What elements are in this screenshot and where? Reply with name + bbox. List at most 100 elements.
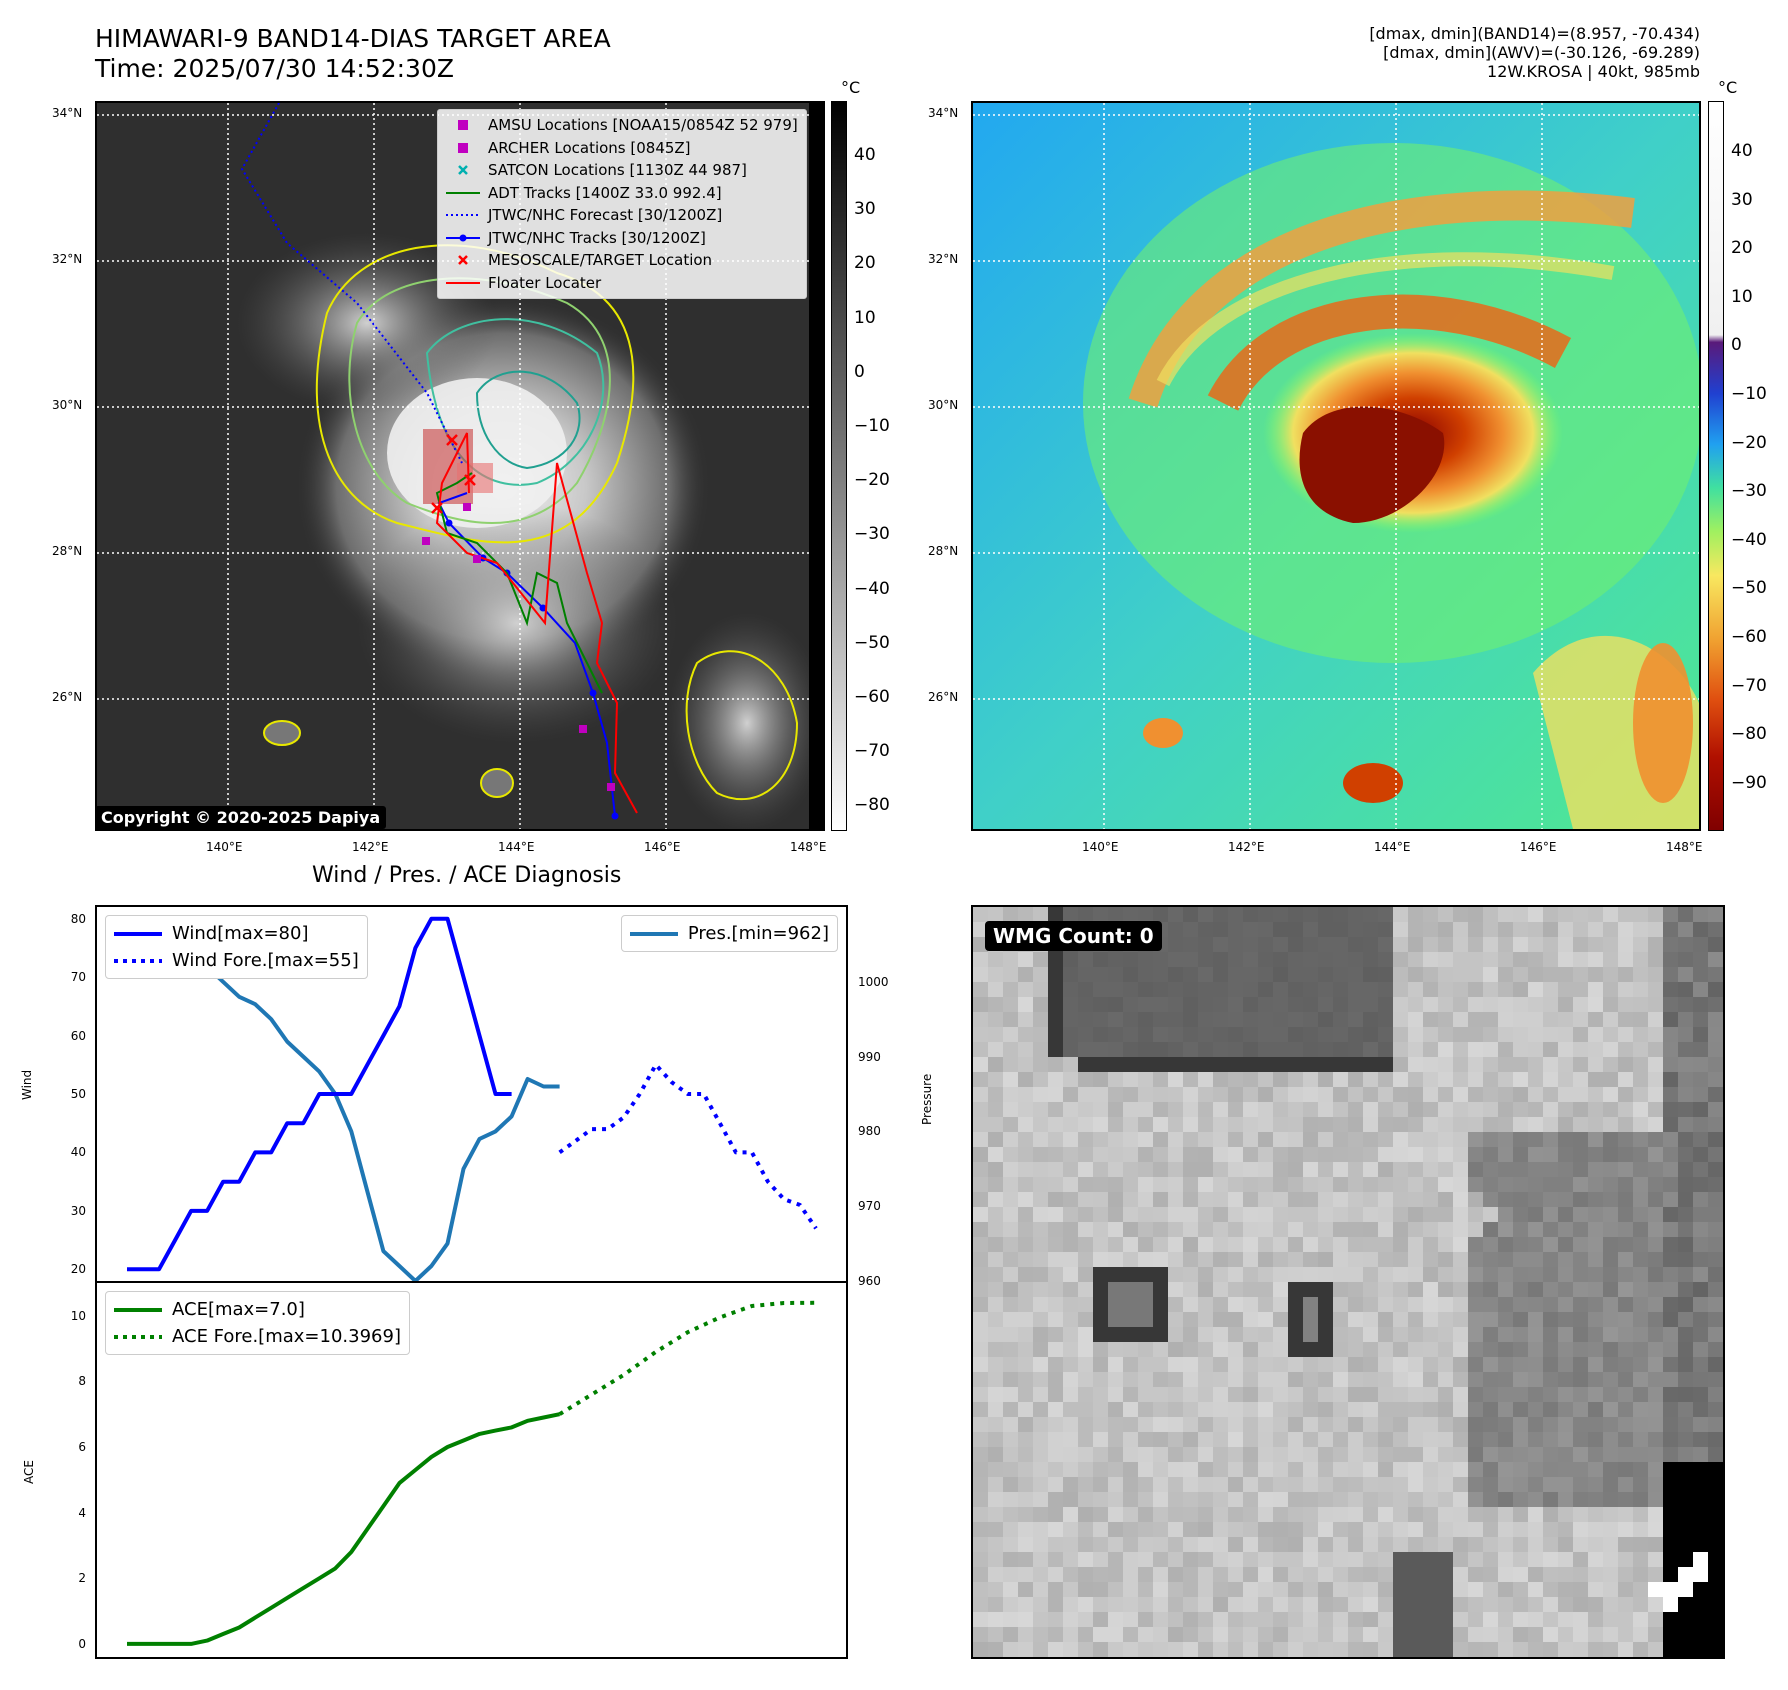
colorbar-tick-label: −40 [854, 578, 890, 599]
wmg-panel: WMG Count: 0 [971, 905, 1725, 1659]
axis-tick-label: 10 [70, 1308, 86, 1323]
axis-tick-label: 980 [858, 1124, 881, 1139]
colorbar-tick-label: 40 [1731, 141, 1753, 161]
colorbar-tick-label: −30 [854, 524, 890, 545]
colorbar-tick-label: 10 [854, 307, 876, 328]
lat-label: 30°N [928, 398, 959, 412]
colorbar-tick-label: −80 [1731, 724, 1767, 745]
colorbar-tick-label: −60 [1731, 627, 1767, 647]
colorbar-tick-label: −20 [1731, 432, 1767, 453]
lon-label: 144°E [1374, 840, 1411, 854]
axis-tick-label: 20 [70, 1262, 86, 1277]
line-dot-icon [446, 234, 480, 242]
lat-label: 30°N [52, 398, 83, 412]
legend-item: Wind Fore.[max=55] [114, 947, 359, 974]
awv-range: [dmax, dmin](AWV)=(-30.126, -69.289) [1383, 43, 1700, 62]
colorbar-tick-label: −50 [854, 632, 890, 653]
lat-label: 26°N [928, 690, 959, 704]
colorbar-tick-label: −50 [1731, 578, 1767, 599]
lon-label: 148°E [790, 840, 827, 854]
awv-map [971, 101, 1701, 831]
axis-tick-label: 990 [858, 1049, 881, 1064]
series-line [558, 1300, 817, 1416]
lon-label: 148°E [1666, 840, 1703, 854]
axis-tick-label: 1000 [858, 974, 889, 989]
axis-tick-label: 60 [70, 1028, 86, 1043]
legend-item: JTWC/NHC Forecast [30/1200Z] [446, 204, 798, 227]
colorbar-tick-label: 40 [854, 145, 876, 165]
lat-label: 28°N [928, 544, 959, 558]
wmg-count-badge: WMG Count: 0 [985, 921, 1162, 951]
legend-item: Pres.[min=962] [629, 920, 829, 947]
ace-plot [127, 1300, 817, 1646]
solid-line-icon [446, 281, 480, 284]
colorbar-tick-label: 30 [854, 199, 876, 220]
lon-label: 144°E [498, 840, 535, 854]
lon-label: 140°E [206, 840, 243, 854]
x-marker-icon [458, 165, 468, 176]
square-marker-icon [458, 142, 468, 153]
wmg-highlight [1648, 1552, 1708, 1612]
colorbar-tick-label: −40 [1731, 529, 1767, 550]
axis-tick-label: 80 [70, 911, 86, 926]
axis-tick-label: 50 [70, 1087, 86, 1101]
legend-item: MESOSCALE/TARGET Location [446, 249, 798, 272]
axis-tick-label: 960 [858, 1274, 881, 1288]
wmg-grid [973, 907, 1723, 1657]
solid-line-icon [629, 931, 678, 936]
lon-label: 142°E [1228, 840, 1265, 854]
wind-legend: Wind[max=80] Wind Fore.[max=55] [105, 915, 368, 979]
legend-item: ARCHER Locations [0845Z] [446, 137, 798, 160]
dotted-line-icon [114, 958, 162, 963]
wind-pressure-chart: Wind[max=80] Wind Fore.[max=55] Pres.[mi… [95, 905, 848, 1283]
lon-label: 142°E [352, 840, 389, 854]
legend-item: AMSU Locations [NOAA15/0854Z 52 979] [446, 114, 798, 137]
colorbar-tick-label: 20 [1731, 238, 1753, 259]
colorbar-tick-label: −60 [854, 687, 890, 707]
awv-colorbar [1708, 101, 1724, 831]
axis-tick-label: 40 [70, 1145, 86, 1160]
axis-tick-label: 8 [78, 1374, 86, 1389]
axis-tick-label: 0 [78, 1636, 86, 1651]
legend-item: ACE Fore.[max=10.3969] [114, 1323, 401, 1350]
axis-tick-label: 2 [78, 1571, 86, 1586]
lat-label: 26°N [52, 690, 83, 704]
lat-label: 28°N [52, 544, 83, 558]
axis-tick-label: 6 [78, 1440, 86, 1455]
colorbar-tick-label: 0 [1731, 335, 1742, 356]
lat-label: 32°N [928, 252, 959, 266]
legend-item: ACE[max=7.0] [114, 1296, 401, 1323]
legend-item: JTWC/NHC Tracks [30/1200Z] [446, 227, 798, 250]
pressure-axis-label: Pressure [920, 1073, 934, 1125]
ace-axis-label: ACE [22, 1460, 36, 1484]
lon-label: 146°E [644, 840, 681, 854]
axis-tick-label: 4 [78, 1505, 86, 1520]
ace-chart: ACE[max=7.0] ACE Fore.[max=10.3969] [95, 1281, 848, 1659]
figure-time: Time: 2025/07/30 14:52:30Z [95, 54, 454, 83]
map-legend: AMSU Locations [NOAA15/0854Z 52 979] ARC… [437, 109, 807, 299]
colorbar-tick-label: −10 [1731, 384, 1767, 404]
colorbar-tick-label: −10 [854, 416, 890, 436]
lat-label: 34°N [52, 106, 83, 120]
colorbar-tick-label: −70 [854, 741, 890, 762]
ace-legend: ACE[max=7.0] ACE Fore.[max=10.3969] [105, 1291, 410, 1355]
series-line [558, 1062, 818, 1230]
wind-axis-label: Wind [20, 1069, 34, 1100]
legend-item: ADT Tracks [1400Z 33.0 992.4] [446, 182, 798, 205]
wmg-cells [973, 907, 1723, 1657]
axis-tick-label: 970 [858, 1199, 881, 1214]
colorbar-tick-label: −30 [1731, 481, 1767, 502]
band14-colorbar [831, 101, 847, 831]
lat-label: 34°N [928, 106, 959, 120]
axis-tick-label: 30 [70, 1203, 86, 1218]
colorbar-tick-label: −80 [854, 795, 890, 816]
storm-info: 12W.KROSA | 40kt, 985mb [1487, 62, 1700, 81]
colorbar-tick-label: −20 [854, 470, 890, 491]
copyright-badge: Copyright © 2020-2025 Dapiya [97, 806, 387, 829]
colorbar-tick-label: 30 [1731, 189, 1753, 210]
colorbar-tick-label: 20 [854, 253, 876, 274]
colorbar-tick-label: 0 [854, 361, 865, 382]
axis-tick-label: 70 [70, 970, 86, 985]
solid-line-icon [114, 931, 162, 936]
colorbar-tick-label: 10 [1731, 286, 1753, 307]
